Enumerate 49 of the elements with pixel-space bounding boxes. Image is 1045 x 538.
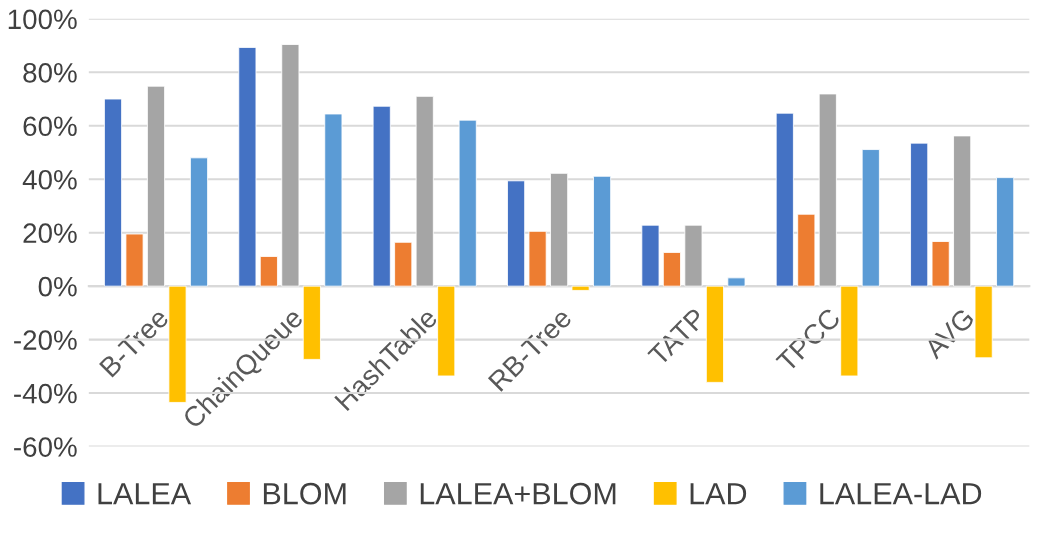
bar [818,93,837,287]
y-tick-label: 80% [23,62,77,83]
bar [775,112,794,287]
bar [662,252,681,287]
bar [593,175,612,287]
bar [953,135,972,287]
bar [727,277,746,287]
bar [797,213,816,287]
y-tick-label: 100% [8,9,77,30]
y-tick-label: -40% [14,383,77,404]
y-tick-label: 0% [38,276,77,297]
bar [996,177,1015,287]
bar [125,233,144,287]
bar [238,47,257,287]
bar [103,98,123,287]
legend-label: BLOM [263,482,346,505]
bar [168,285,187,403]
bar [840,285,859,377]
bar [146,85,166,287]
bar [705,285,724,383]
bar [684,224,703,287]
bar [302,285,321,360]
bar [437,285,456,377]
legend-label: LALEA-LAD [820,483,982,505]
bar [931,241,950,287]
bar [528,230,547,287]
bar [415,95,434,287]
bar [324,113,343,287]
bar [259,256,278,287]
y-tick-label: 20% [23,223,77,244]
bar [281,44,300,287]
bar [507,180,526,287]
bar [550,172,569,287]
bar [974,285,993,359]
y-tick-label: 40% [22,169,77,190]
bar [861,149,880,287]
legend-label: LALEA [98,483,192,505]
bar [372,105,391,287]
bar [641,224,660,287]
bar [571,285,590,291]
legend-label: LAD [690,483,747,505]
bar [458,119,477,287]
bar [910,142,929,287]
legend-label: LALEA+BLOM [420,482,616,505]
y-tick-label: 60% [23,116,77,137]
bar [394,241,413,287]
bar [189,157,209,287]
y-tick-label: -60% [14,437,77,457]
y-tick-label: -20% [14,330,77,350]
